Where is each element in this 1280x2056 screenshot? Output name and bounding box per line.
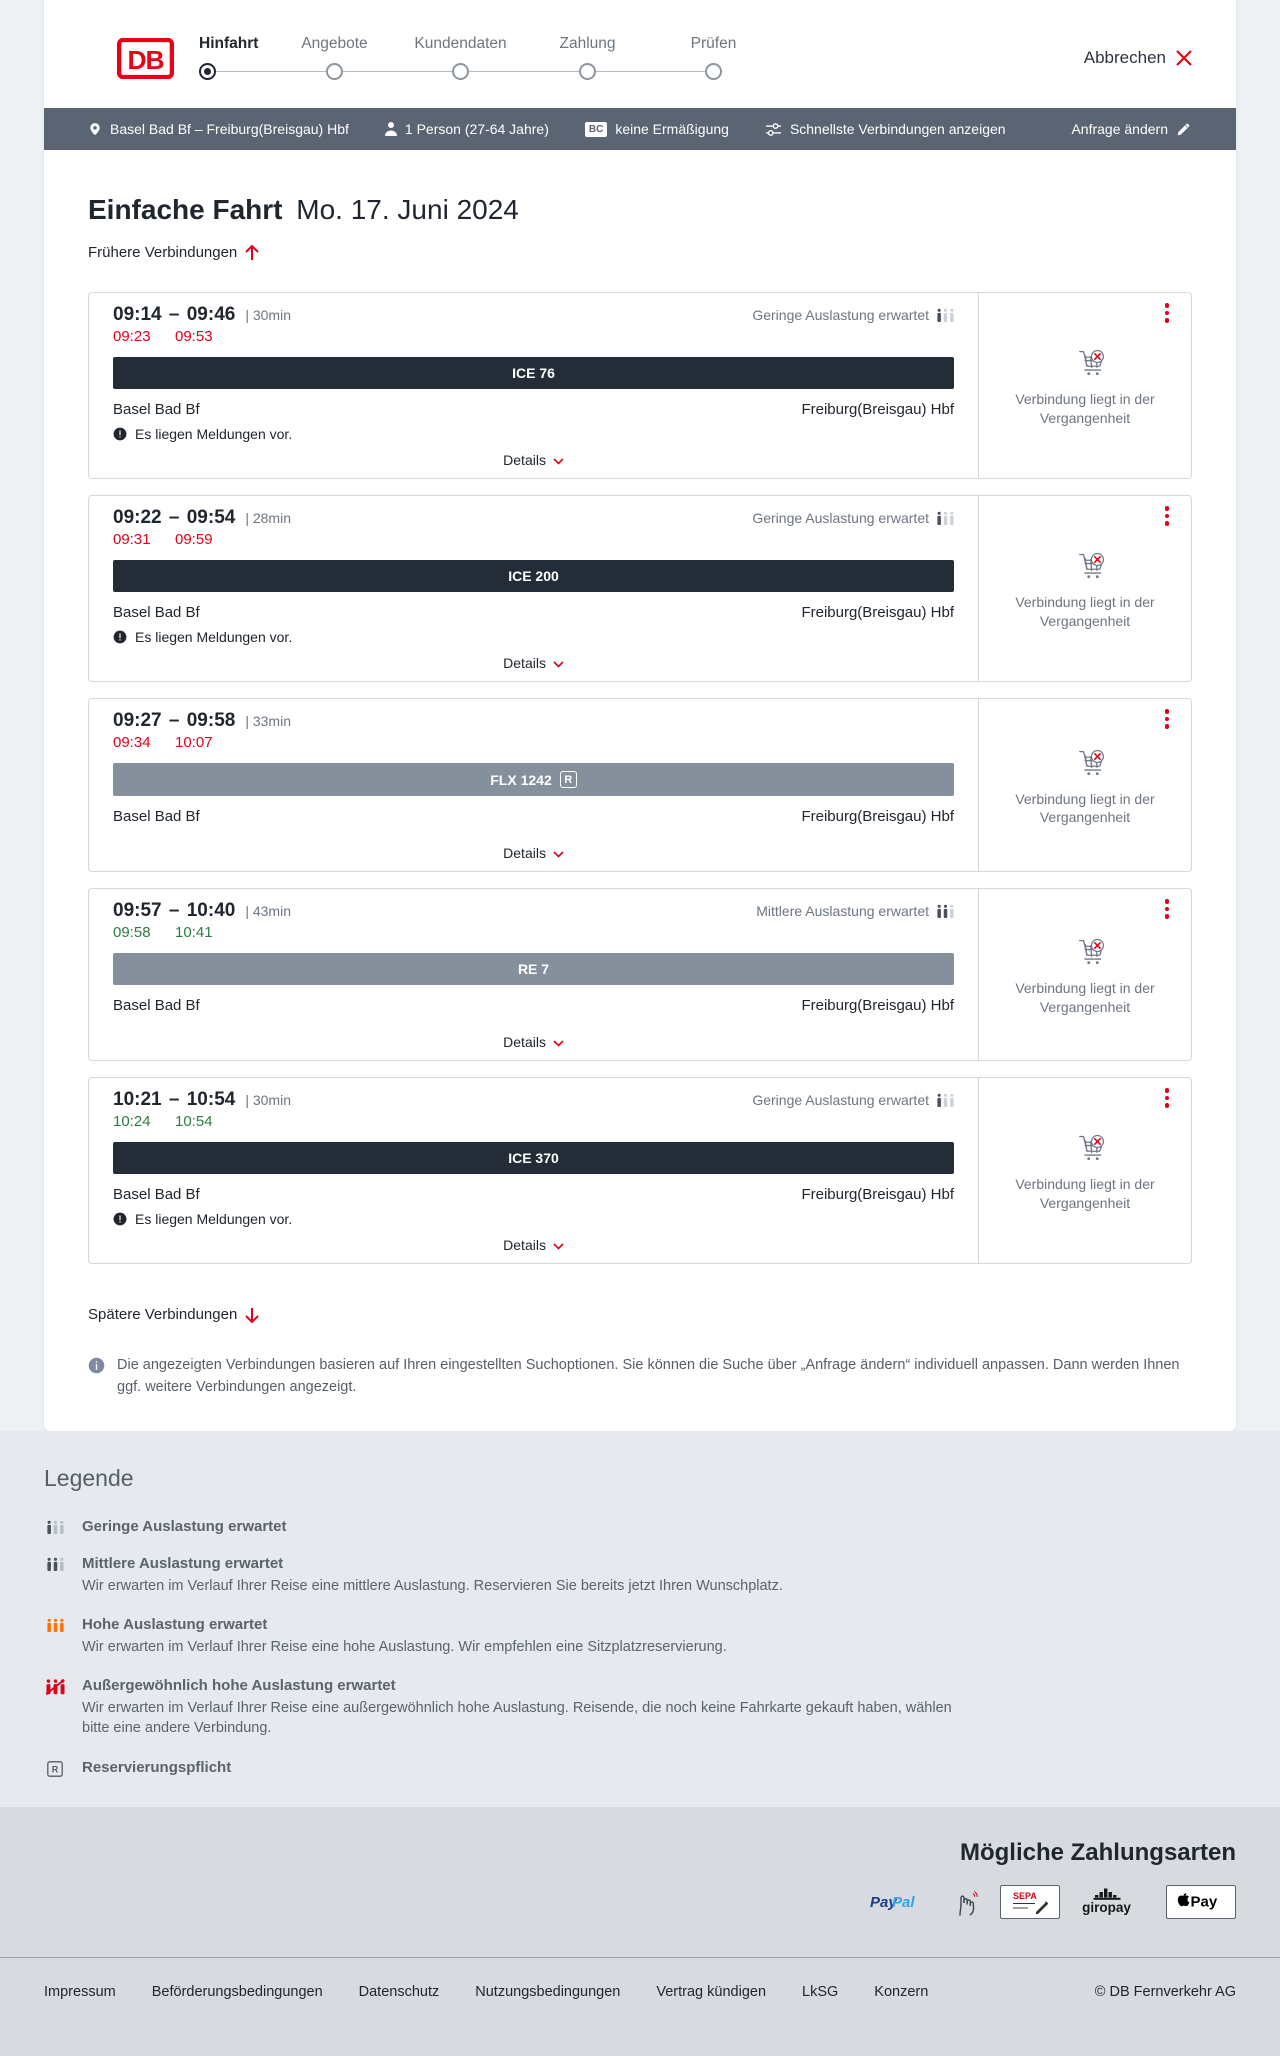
svg-text:Pal: Pal: [892, 1894, 915, 1911]
svg-text:DB: DB: [127, 45, 163, 75]
svg-text:giropay: giropay: [1082, 1900, 1131, 1915]
svg-text:R: R: [52, 1764, 59, 1774]
svg-text:SEPA: SEPA: [1013, 1891, 1037, 1901]
svg-text:Pay: Pay: [1191, 1894, 1218, 1911]
